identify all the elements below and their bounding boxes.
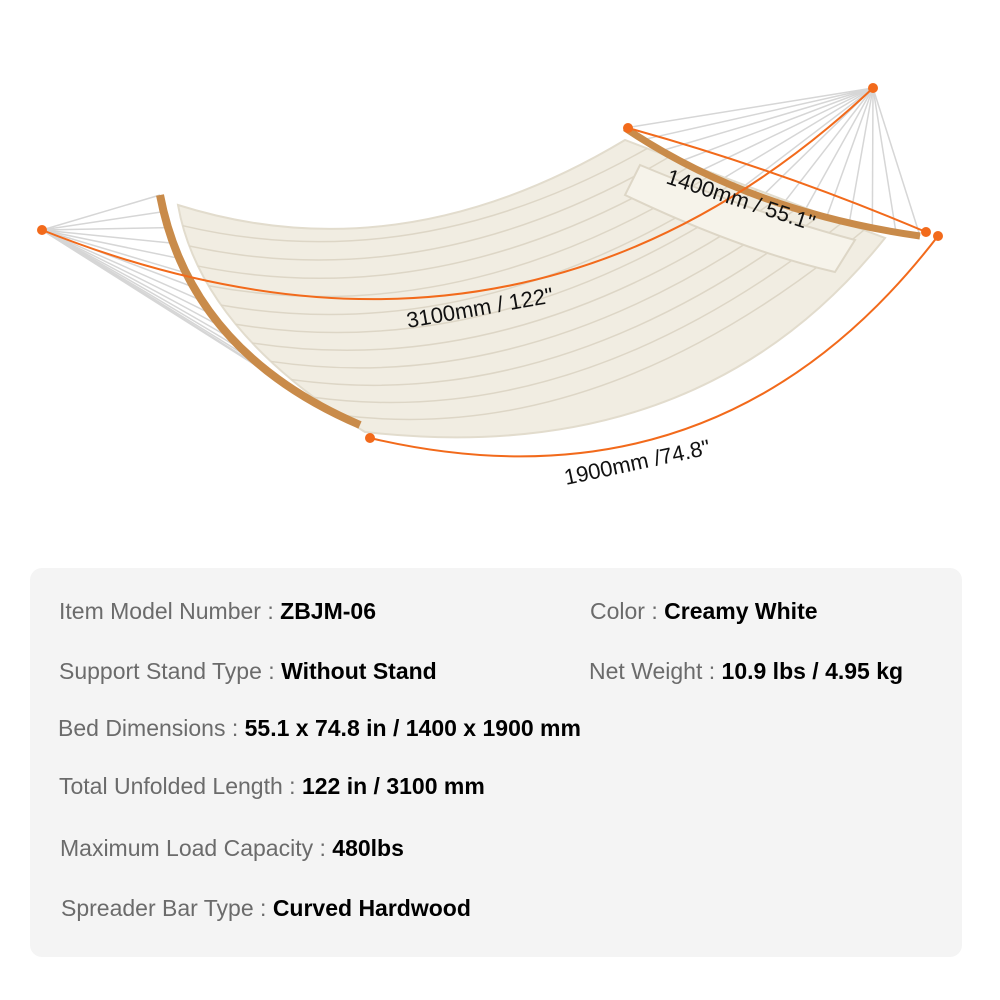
rope xyxy=(624,87,874,129)
rope xyxy=(642,87,874,141)
spec-value: 10.9 lbs / 4.95 kg xyxy=(721,658,904,684)
spec-color: Color : Creamy White xyxy=(590,598,818,625)
rope xyxy=(41,229,285,384)
spec-load-capacity: Maximum Load Capacity : 480lbs xyxy=(60,835,404,862)
quilt-seam xyxy=(252,197,780,352)
quilt-seam xyxy=(189,155,671,261)
rope xyxy=(661,87,874,152)
rope xyxy=(41,229,187,274)
rope xyxy=(41,210,164,231)
spec-total-length: Total Unfolded Length : 122 in / 3100 mm xyxy=(59,773,485,800)
spec-label: Bed Dimensions : xyxy=(58,715,245,741)
rope xyxy=(848,87,874,224)
quilt-lines xyxy=(182,147,865,421)
spec-spreader-bar: Spreader Bar Type : Curved Hardwood xyxy=(61,895,471,922)
spec-net-weight: Net Weight : 10.9 lbs / 4.95 kg xyxy=(589,658,903,685)
spec-value: 55.1 x 74.8 in / 1400 x 1900 mm xyxy=(244,715,581,741)
spec-model-number: Item Model Number : ZBJM-06 xyxy=(59,598,376,625)
hammock-ropes xyxy=(41,87,921,384)
hammock-illustration: 3100mm / 122" 1400mm / 55.1" 1900mm /74.… xyxy=(37,83,943,490)
right-spreader-bar xyxy=(623,125,921,240)
quilt-seam xyxy=(338,229,865,421)
spec-support-stand: Support Stand Type : Without Stand xyxy=(59,658,437,685)
rope xyxy=(803,87,874,212)
rope xyxy=(41,226,169,231)
rope xyxy=(41,229,222,328)
quilt-seam xyxy=(270,205,801,369)
rope xyxy=(41,229,212,315)
left-spreader-bar xyxy=(156,194,362,429)
spec-label: Item Model Number : xyxy=(59,598,281,624)
rope xyxy=(680,87,874,162)
measure-endpoints xyxy=(37,83,943,443)
length-measure-line xyxy=(41,87,874,301)
rope xyxy=(872,87,921,237)
quilt-seam xyxy=(197,164,693,279)
rope xyxy=(719,87,874,181)
spec-label: Total Unfolded Length : xyxy=(59,773,302,799)
spec-label: Spreader Bar Type : xyxy=(61,895,273,921)
rope xyxy=(699,87,874,172)
width-measure-line xyxy=(627,127,927,233)
spec-value: 122 in / 3100 mm xyxy=(301,773,485,799)
quilt-seam xyxy=(221,180,737,316)
spec-bed-dimensions: Bed Dimensions : 55.1 x 74.8 in / 1400 x… xyxy=(58,715,581,742)
spec-value: Creamy White xyxy=(664,598,818,624)
spec-value: 480lbs xyxy=(332,835,404,861)
rope xyxy=(41,229,180,260)
rope xyxy=(781,87,874,205)
quilt-seam xyxy=(235,188,758,334)
specifications-panel xyxy=(30,568,962,957)
spec-label: Maximum Load Capacity : xyxy=(60,835,333,861)
quilt-seam xyxy=(313,221,844,404)
rope xyxy=(41,229,203,302)
quilt-seam xyxy=(182,147,648,243)
quilt-seam xyxy=(291,213,823,387)
spec-label: Support Stand Type : xyxy=(59,658,282,684)
spec-label: Net Weight : xyxy=(589,658,722,684)
spec-value: ZBJM-06 xyxy=(280,598,376,624)
rope xyxy=(871,87,874,228)
spec-value: Curved Hardwood xyxy=(272,895,471,921)
rope xyxy=(739,87,874,190)
rope xyxy=(41,194,161,231)
rope xyxy=(872,87,897,233)
spec-label: Color : xyxy=(590,598,665,624)
bed-length-measure-line xyxy=(369,235,939,458)
rope xyxy=(41,229,174,245)
quilt-seam xyxy=(208,172,715,298)
spec-value: Without Stand xyxy=(281,658,437,684)
